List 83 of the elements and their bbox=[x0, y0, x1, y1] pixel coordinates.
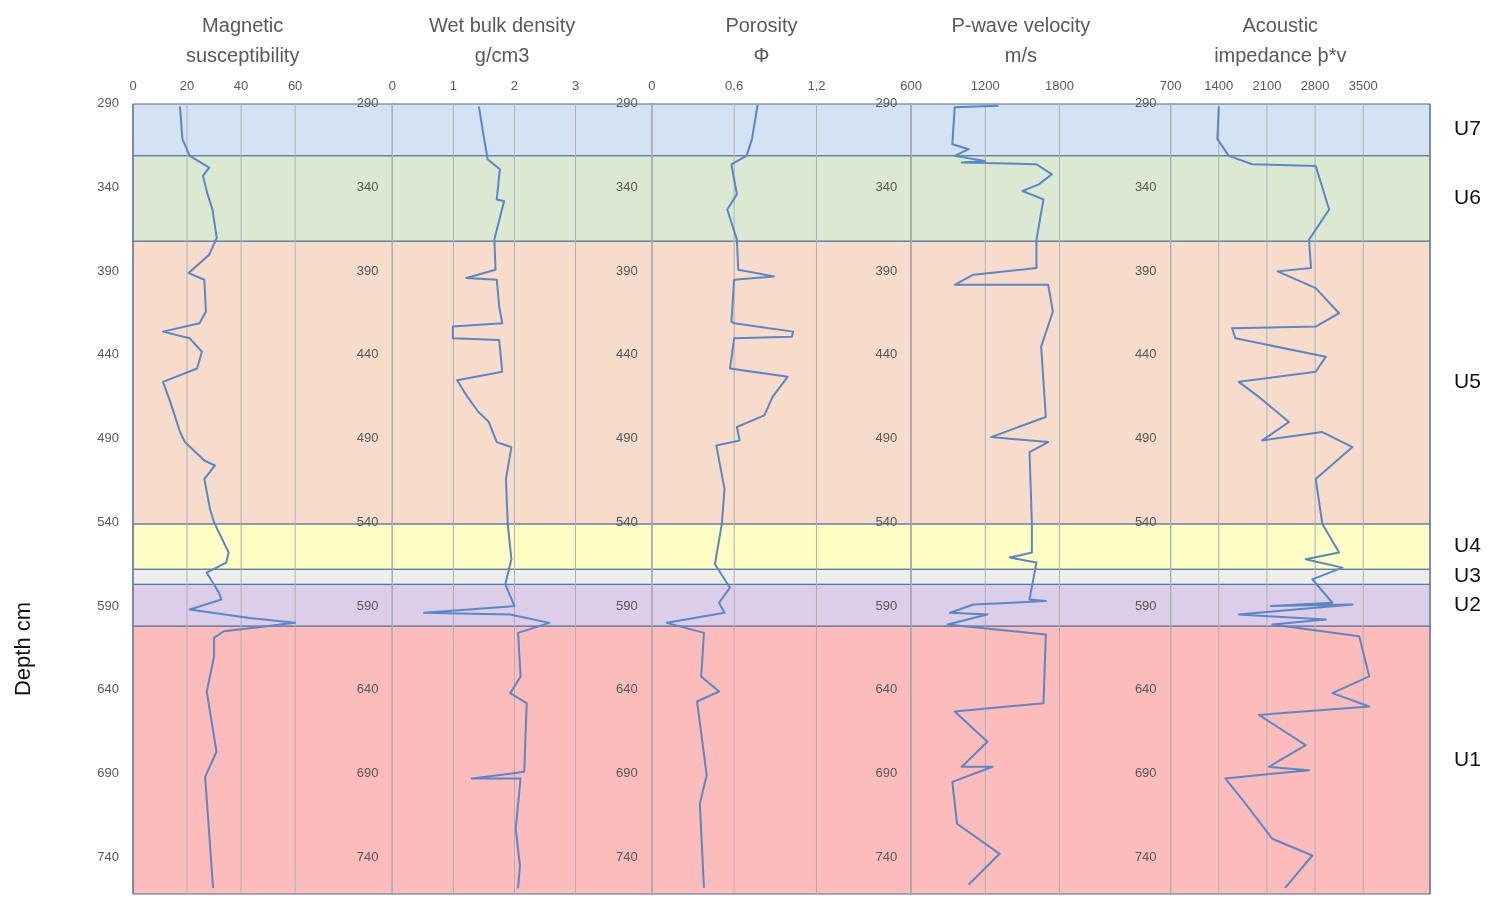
line-series bbox=[665, 104, 795, 889]
x-tick-label: 1200 bbox=[970, 78, 1000, 93]
y-tick-label: 640 bbox=[97, 681, 119, 697]
y-tick-label: 340 bbox=[356, 179, 379, 195]
band-label: U1 bbox=[1454, 746, 1481, 770]
y-tick-label: 390 bbox=[1134, 262, 1157, 278]
y-tick-label: 590 bbox=[875, 597, 898, 613]
chart-title: Porosity Φ bbox=[725, 14, 798, 66]
x-tick-label: 0 bbox=[388, 78, 397, 93]
y-tick-label: 490 bbox=[356, 430, 379, 446]
y-tick-label: 490 bbox=[875, 430, 898, 446]
y-tick-label: 290 bbox=[356, 95, 379, 111]
x-tick-label: 600 bbox=[900, 78, 923, 93]
y-tick-label: 440 bbox=[1134, 346, 1157, 362]
band-label: U6 bbox=[1454, 185, 1481, 209]
x-tick-label: 1800 bbox=[1044, 78, 1074, 93]
y-tick-label: 290 bbox=[875, 95, 898, 111]
x-tick-label: 3 bbox=[571, 78, 580, 93]
chart-title: Acoustic impedance þ*v bbox=[1214, 14, 1347, 66]
y-tick-label: 340 bbox=[1134, 179, 1157, 195]
y-tick-label: 490 bbox=[97, 430, 119, 446]
line-series bbox=[161, 106, 297, 889]
y-tick-label: 690 bbox=[875, 764, 898, 780]
y-tick-label: 340 bbox=[616, 179, 638, 195]
band-label: U3 bbox=[1454, 563, 1481, 587]
band-label: U2 bbox=[1454, 591, 1481, 615]
chart-title: Magnetic susceptibility bbox=[186, 14, 300, 66]
y-tick-label: 490 bbox=[1134, 430, 1157, 446]
y-tick-label: 290 bbox=[97, 95, 119, 111]
x-tick-label: 3500 bbox=[1348, 78, 1378, 93]
y-tick-label: 640 bbox=[616, 681, 638, 697]
y-tick-label: 440 bbox=[875, 346, 898, 362]
x-tick-label: 1,2 bbox=[807, 78, 826, 93]
y-tick-label: 390 bbox=[97, 262, 119, 278]
x-tick-label: 2800 bbox=[1300, 78, 1330, 93]
y-tick-label: 590 bbox=[356, 597, 379, 613]
line-series bbox=[1216, 106, 1371, 889]
band-label: U4 bbox=[1454, 533, 1482, 557]
y-tick-label: 340 bbox=[875, 179, 898, 195]
x-tick-label: 20 bbox=[179, 78, 195, 93]
y-tick-label: 740 bbox=[875, 848, 898, 864]
x-tick-label: 60 bbox=[287, 78, 303, 93]
y-tick-label: 740 bbox=[97, 848, 119, 864]
y-tick-label: 590 bbox=[97, 597, 119, 613]
y-tick-label: 290 bbox=[616, 95, 638, 111]
y-tick-label: 690 bbox=[356, 764, 379, 780]
y-tick-label: 390 bbox=[875, 262, 898, 278]
x-tick-label: 2100 bbox=[1252, 78, 1282, 93]
y-tick-label: 740 bbox=[1134, 848, 1157, 864]
x-tick-label: 40 bbox=[233, 78, 249, 93]
y-tick-label: 640 bbox=[1134, 681, 1157, 697]
y-tick-label: 290 bbox=[1134, 95, 1157, 111]
y-tick-label: 490 bbox=[616, 430, 638, 446]
band-label: U7 bbox=[1454, 116, 1481, 140]
y-tick-label: 640 bbox=[875, 681, 898, 697]
x-tick-label: 1 bbox=[449, 78, 458, 93]
y-tick-label: 690 bbox=[97, 764, 119, 780]
y-tick-label: 440 bbox=[97, 346, 119, 362]
y-tick-label: 590 bbox=[616, 597, 638, 613]
x-tick-label: 0,6 bbox=[725, 78, 744, 93]
y-tick-label: 440 bbox=[356, 346, 379, 362]
x-tick-label: 0 bbox=[648, 78, 656, 93]
y-tick-label: 690 bbox=[1134, 764, 1157, 780]
y-tick-label: 540 bbox=[97, 513, 119, 529]
chart-title: Wet bulk density g/cm3 bbox=[428, 14, 576, 66]
y-tick-label: 390 bbox=[356, 262, 379, 278]
x-tick-label: 1400 bbox=[1204, 78, 1234, 93]
x-tick-label: 2 bbox=[510, 78, 519, 93]
x-tick-label: 0 bbox=[129, 78, 137, 93]
y-tick-label: 590 bbox=[1134, 597, 1157, 613]
y-tick-label: 340 bbox=[97, 179, 119, 195]
y-tick-label: 740 bbox=[616, 848, 638, 864]
band-label: U5 bbox=[1454, 369, 1481, 393]
line-series bbox=[946, 104, 1054, 885]
y-tick-label: 640 bbox=[356, 681, 379, 697]
y-tick-label: 390 bbox=[616, 262, 638, 278]
chart-title: P-wave velocity m/s bbox=[951, 14, 1091, 66]
line-series bbox=[423, 106, 551, 889]
y-tick-label: 690 bbox=[616, 764, 638, 780]
y-axis-title: Depth cm bbox=[10, 601, 35, 697]
x-tick-label: 700 bbox=[1159, 78, 1182, 93]
y-tick-label: 740 bbox=[356, 848, 379, 864]
y-tick-label: 440 bbox=[616, 346, 638, 362]
